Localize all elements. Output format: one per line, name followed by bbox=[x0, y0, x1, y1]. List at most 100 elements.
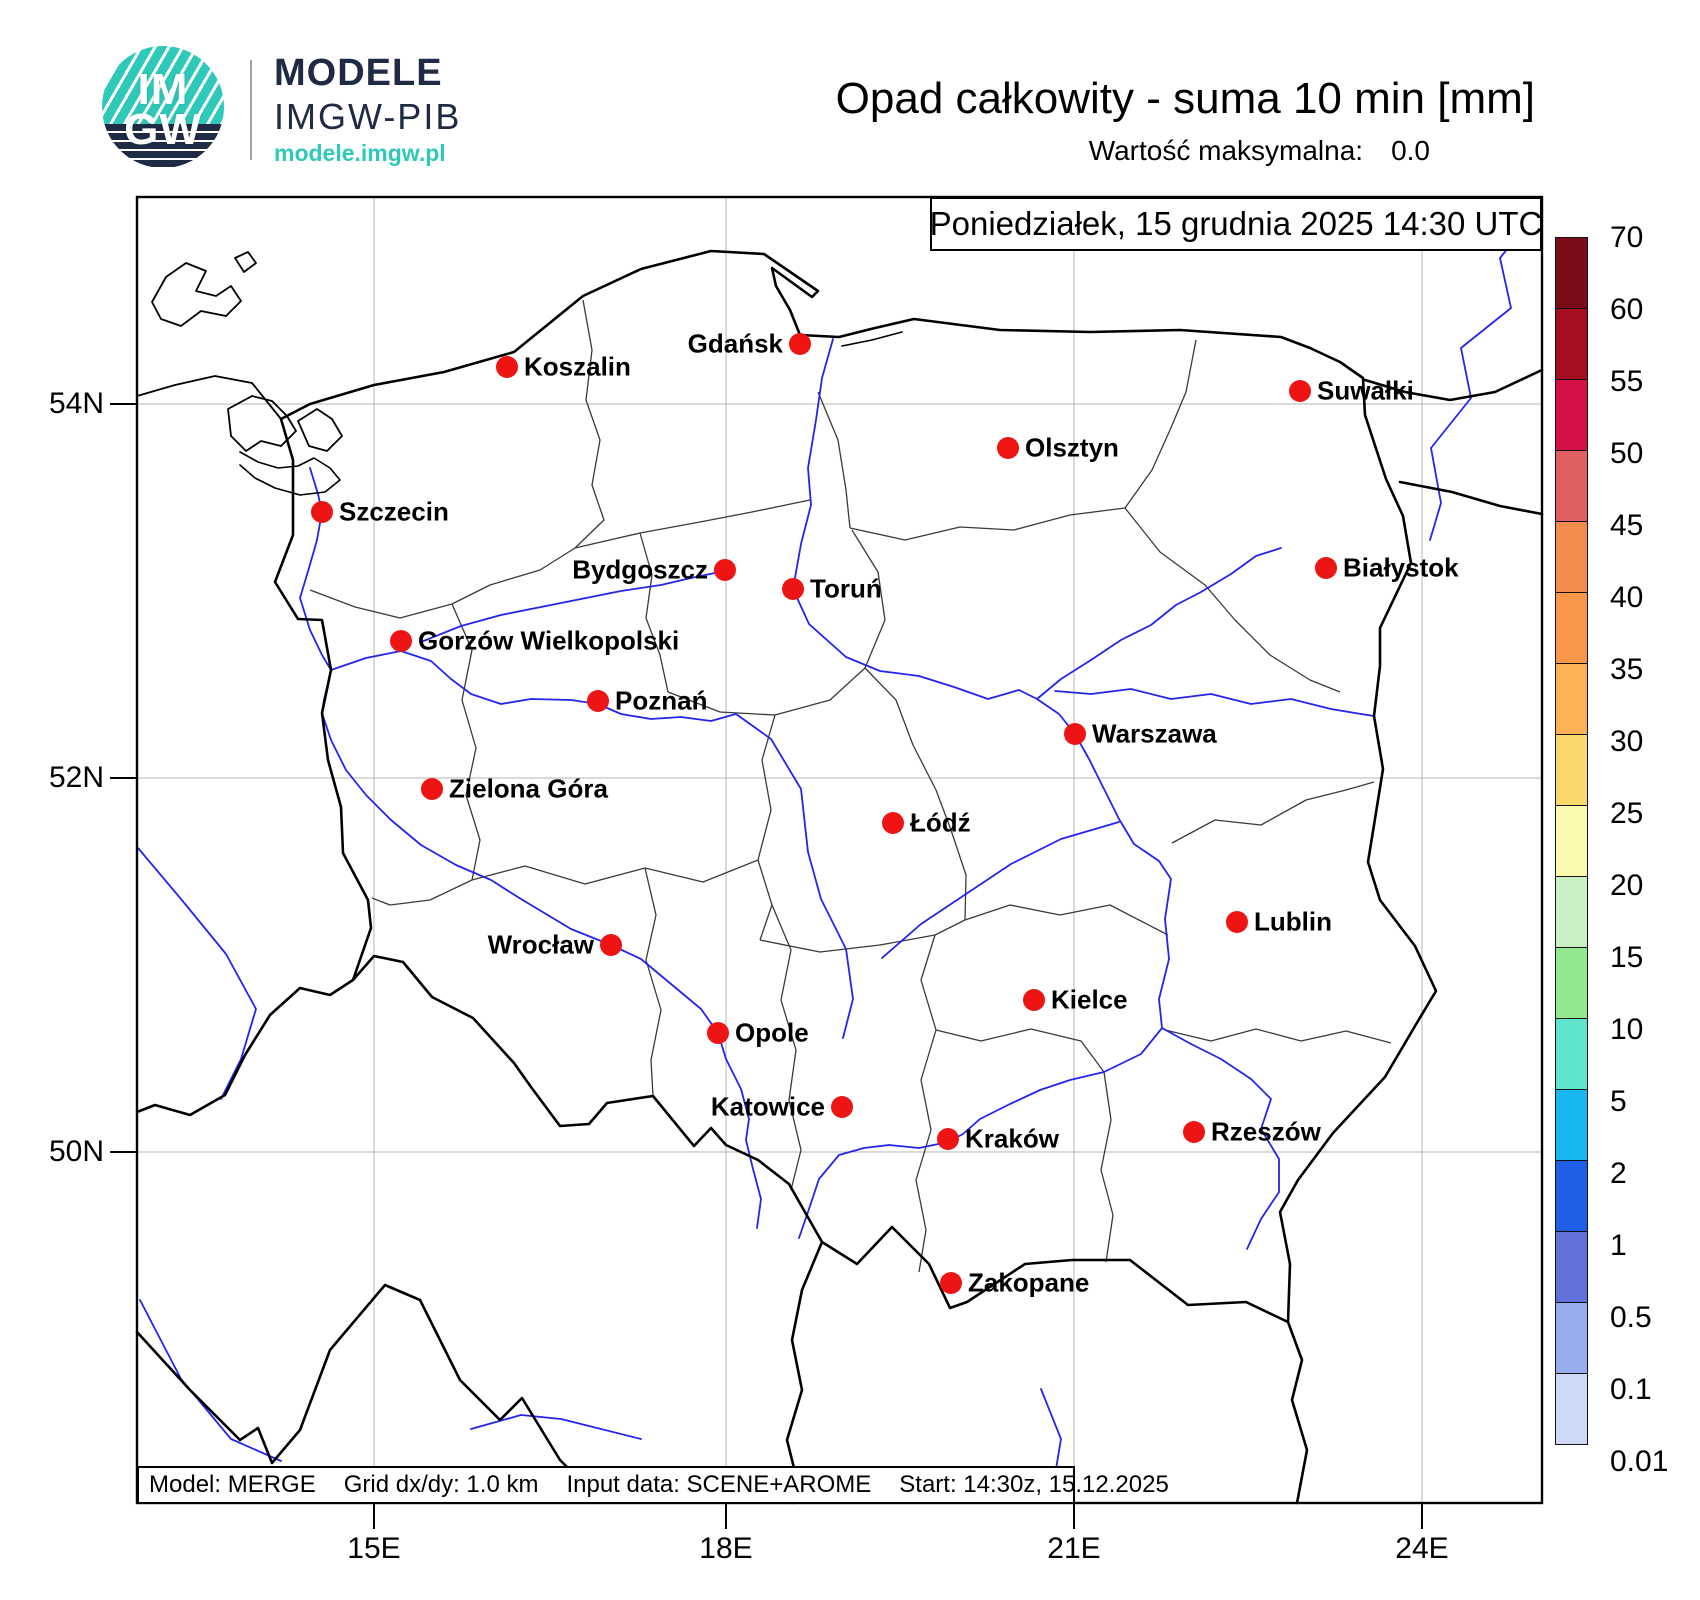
city-label: Zielona Góra bbox=[449, 773, 608, 804]
colorbar-tick-label: 40 bbox=[1610, 581, 1644, 614]
datetime-text: Poniedziałek, 15 grudnia 2025 14:30 UTC bbox=[929, 205, 1543, 242]
wolin-island bbox=[297, 408, 343, 452]
logo-gw-text: GW bbox=[124, 105, 202, 154]
city-marker bbox=[311, 501, 333, 523]
city-label: Lublin bbox=[1254, 906, 1332, 937]
colorbar-segment bbox=[1555, 734, 1588, 806]
river-neman bbox=[1429, 221, 1530, 541]
max-value-label: Wartość maksymalna: bbox=[1088, 135, 1364, 166]
colorbar-segment bbox=[1555, 1089, 1588, 1161]
city-marker bbox=[707, 1022, 729, 1044]
city-marker bbox=[782, 578, 804, 600]
rivers bbox=[137, 221, 1530, 1500]
city-marker bbox=[997, 437, 1019, 459]
colorbar-tick-label: 2 bbox=[1610, 1157, 1627, 1190]
colorbar-tick-label: 70 bbox=[1610, 221, 1644, 254]
colorbar-tick-label: 15 bbox=[1610, 941, 1644, 974]
city-marker bbox=[421, 778, 443, 800]
datetime-box: Poniedziałek, 15 grudnia 2025 14:30 UTC bbox=[930, 197, 1542, 251]
city-label: Bydgoszcz bbox=[572, 554, 708, 585]
river-san bbox=[1161, 1027, 1280, 1250]
colorbar-segment bbox=[1555, 1160, 1588, 1232]
river-odra bbox=[299, 467, 762, 1229]
colorbar bbox=[1555, 237, 1588, 1445]
lon-tick-label: 18E bbox=[699, 1532, 753, 1565]
colorbar-tick-label: 10 bbox=[1610, 1013, 1644, 1046]
city-label: Kraków bbox=[965, 1123, 1059, 1154]
colorbar-segment bbox=[1555, 947, 1588, 1019]
colorbar-segment bbox=[1555, 521, 1588, 593]
city-label: Opole bbox=[735, 1017, 809, 1048]
colorbar-segment bbox=[1555, 592, 1588, 664]
model-name: Model: MERGE bbox=[149, 1471, 316, 1498]
city-marker bbox=[587, 690, 609, 712]
lat-tick-label: 50N bbox=[48, 1135, 104, 1168]
colorbar-tick-label: 1 bbox=[1610, 1229, 1627, 1262]
river-danube-segment bbox=[470, 1414, 642, 1440]
colorbar-segment bbox=[1555, 379, 1588, 451]
logo-navy-stripes bbox=[102, 124, 224, 168]
colorbar-tick-label: 30 bbox=[1610, 725, 1644, 758]
city-marker bbox=[390, 630, 412, 652]
slovak-ukraine-border bbox=[1286, 1320, 1309, 1505]
brand-url-link[interactable]: modele.imgw.pl bbox=[274, 140, 446, 166]
lat-tick-label: 54N bbox=[48, 387, 104, 420]
river-vltava bbox=[139, 1299, 282, 1462]
colorbar-segment bbox=[1555, 1373, 1588, 1445]
voivodeship-borders bbox=[309, 299, 1392, 1273]
colorbar-segment bbox=[1555, 308, 1588, 380]
logo-divider bbox=[250, 60, 252, 160]
city-label: Białystok bbox=[1343, 552, 1459, 583]
colorbar-tick-label: 55 bbox=[1610, 365, 1644, 398]
city-label: Łódź bbox=[910, 807, 971, 838]
czech-austrian-border bbox=[135, 1283, 577, 1477]
colorbar-segment bbox=[1555, 450, 1588, 522]
colorbar-segment bbox=[1555, 1302, 1588, 1374]
start-time: Start: 14:30z, 15.12.2025 bbox=[899, 1471, 1169, 1498]
colorbar-tick-label: 20 bbox=[1610, 869, 1644, 902]
lithuania-belarus-border bbox=[1363, 368, 1544, 402]
colorbar-segment bbox=[1555, 805, 1588, 877]
city-label: Toruń bbox=[810, 573, 882, 604]
czech-german-border bbox=[135, 978, 355, 1117]
brand-modele: MODELE bbox=[274, 52, 443, 94]
city-label: Rzeszów bbox=[1211, 1116, 1321, 1147]
colorbar-tick-label: 25 bbox=[1610, 797, 1644, 830]
river-narew bbox=[1036, 547, 1282, 700]
colorbar-segment bbox=[1555, 1018, 1588, 1090]
graticule-gridlines bbox=[137, 197, 1542, 1503]
city-marker bbox=[1226, 911, 1248, 933]
river-notec bbox=[420, 572, 716, 643]
colorbar-tick-label: 0.01 bbox=[1610, 1445, 1669, 1478]
national-borders bbox=[135, 249, 1544, 1505]
max-value-line: Wartość maksymalna: 0.0 bbox=[1089, 135, 1430, 167]
logo-im-text: IM bbox=[137, 65, 189, 114]
city-marker bbox=[1064, 723, 1086, 745]
colorbar-segment bbox=[1555, 663, 1588, 735]
city-marker bbox=[1023, 989, 1045, 1011]
river-bug bbox=[1054, 688, 1375, 717]
colorbar-segment bbox=[1555, 1231, 1588, 1303]
city-label: Szczecin bbox=[339, 496, 449, 527]
city-label: Suwałki bbox=[1317, 375, 1414, 406]
city-marker bbox=[496, 356, 518, 378]
czech-slovak-border bbox=[785, 1240, 824, 1505]
city-label: Gdańsk bbox=[687, 328, 783, 359]
river-warta bbox=[330, 650, 854, 1039]
city-label: Gorzów Wielkopolski bbox=[418, 625, 680, 656]
colorbar-segment bbox=[1555, 237, 1588, 309]
city-marker bbox=[1289, 380, 1311, 402]
axis-ticks bbox=[110, 403, 1423, 1529]
city-label: Zakopane bbox=[968, 1267, 1090, 1298]
city-label: Olsztyn bbox=[1025, 432, 1119, 463]
lon-tick-label: 21E bbox=[1047, 1532, 1101, 1565]
colorbar-tick-label: 0.5 bbox=[1610, 1301, 1652, 1334]
city-marker bbox=[831, 1096, 853, 1118]
colorbar-tick-label: 5 bbox=[1610, 1085, 1627, 1118]
model-info-bar: Model: MERGE Grid dx/dy: 1.0 km Input da… bbox=[137, 1466, 1169, 1504]
colorbar-tick-label: 60 bbox=[1610, 293, 1644, 326]
city-label: Wrocław bbox=[487, 929, 594, 960]
usedom-island bbox=[227, 395, 297, 452]
city-label: Kielce bbox=[1051, 984, 1128, 1015]
